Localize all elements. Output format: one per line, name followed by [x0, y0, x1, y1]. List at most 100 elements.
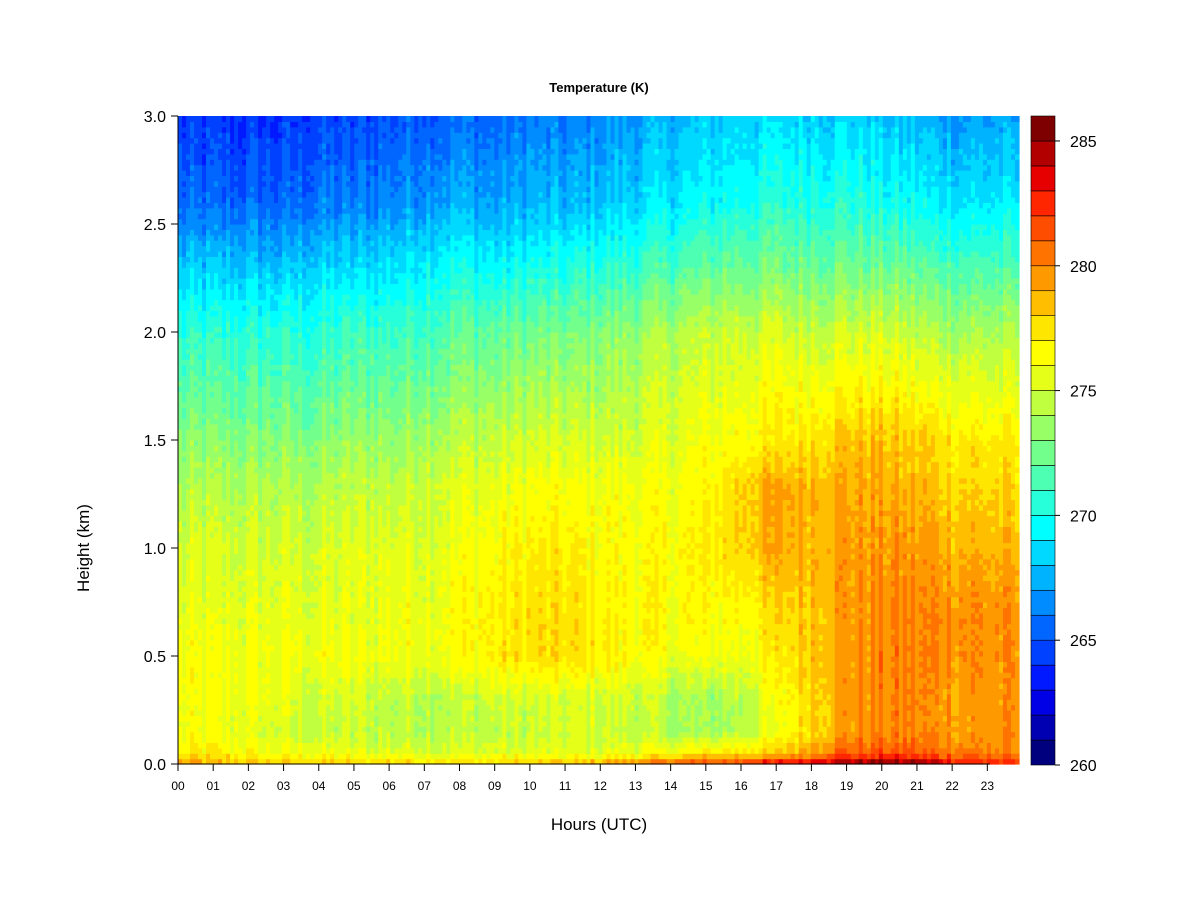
heatmap-cell — [198, 207, 203, 214]
heatmap-cell — [238, 558, 243, 565]
heatmap-cell — [266, 753, 271, 760]
heatmap-cell — [338, 240, 343, 247]
heatmap-cell — [198, 245, 203, 252]
heatmap-cell — [334, 229, 339, 236]
heatmap-cell — [230, 488, 235, 495]
heatmap-cell — [326, 321, 331, 328]
heatmap-cell — [238, 564, 243, 571]
heatmap-cell — [258, 726, 263, 733]
heatmap-cell — [310, 607, 315, 614]
heatmap-cell — [274, 704, 279, 711]
heatmap-cell — [302, 164, 307, 171]
heatmap-cell — [290, 742, 295, 749]
heatmap-cell — [258, 591, 263, 598]
heatmap-cell — [254, 553, 259, 560]
heatmap-cell — [266, 715, 271, 722]
heatmap-cell — [266, 332, 271, 338]
heatmap-cell — [190, 564, 195, 571]
heatmap-cell — [186, 326, 191, 333]
heatmap-cell — [218, 499, 223, 506]
heatmap-cell — [338, 407, 343, 414]
heatmap-cell — [222, 434, 227, 441]
heatmap-cell — [246, 342, 251, 349]
heatmap-cell — [274, 315, 279, 322]
heatmap-cell — [186, 650, 191, 657]
heatmap-cell — [334, 504, 339, 511]
heatmap-cell — [278, 218, 283, 225]
heatmap-cell — [262, 186, 267, 193]
heatmap-cell — [326, 548, 331, 554]
heatmap-cell — [278, 488, 283, 495]
heatmap-cell — [314, 499, 319, 506]
heatmap-cell — [326, 623, 331, 630]
heatmap-cell — [278, 607, 283, 614]
heatmap-cell — [318, 261, 323, 268]
heatmap-cell — [310, 229, 315, 236]
heatmap-cell — [222, 537, 227, 544]
heatmap-cell — [258, 299, 263, 306]
heatmap-cell — [262, 688, 267, 695]
heatmap-cell — [234, 747, 239, 754]
heatmap-cell — [290, 699, 295, 706]
heatmap-cell — [178, 380, 183, 387]
heatmap-cell — [246, 596, 251, 603]
heatmap-cell — [302, 693, 307, 700]
heatmap-cell — [334, 731, 339, 738]
heatmap-cell — [282, 656, 287, 662]
heatmap-cell — [194, 753, 199, 760]
heatmap-cell — [178, 234, 183, 241]
heatmap-cell — [290, 186, 295, 193]
heatmap-cell — [178, 650, 183, 657]
heatmap-cell — [222, 337, 227, 344]
heatmap-cell — [226, 402, 231, 409]
heatmap-cell — [194, 191, 199, 198]
heatmap-cell — [178, 596, 183, 603]
heatmap-cell — [250, 639, 255, 646]
heatmap-cell — [314, 731, 319, 738]
heatmap-cell — [230, 434, 235, 441]
heatmap-cell — [198, 418, 203, 425]
heatmap-cell — [274, 526, 279, 533]
heatmap-cell — [218, 396, 223, 403]
heatmap-cell — [298, 148, 303, 155]
heatmap-cell — [214, 132, 219, 139]
heatmap-cell — [294, 477, 299, 484]
heatmap-cell — [178, 720, 183, 727]
heatmap-cell — [286, 353, 291, 360]
heatmap-cell — [218, 683, 223, 689]
heatmap-cell — [310, 180, 315, 187]
heatmap-cell — [318, 456, 323, 463]
heatmap-cell — [330, 315, 335, 322]
heatmap-cell — [286, 434, 291, 441]
heatmap-cell — [250, 623, 255, 630]
heatmap-cell — [198, 180, 203, 187]
heatmap-cell — [254, 710, 259, 716]
heatmap-cell — [314, 526, 319, 533]
heatmap-cell — [238, 693, 243, 700]
heatmap-cell — [186, 585, 191, 592]
heatmap-cell — [306, 364, 311, 371]
heatmap-cell — [270, 337, 275, 344]
heatmap-cell — [282, 180, 287, 187]
heatmap-cell — [234, 612, 239, 619]
heatmap-cell — [298, 429, 303, 436]
heatmap-cell — [330, 634, 335, 641]
heatmap-cell — [250, 634, 255, 641]
heatmap-cell — [306, 461, 311, 468]
heatmap-cell — [298, 197, 303, 203]
heatmap-cell — [266, 661, 271, 668]
heatmap-cell — [202, 299, 207, 306]
heatmap-cell — [326, 423, 331, 430]
heatmap-cell — [318, 602, 323, 608]
heatmap-cell — [226, 326, 231, 333]
heatmap-cell — [318, 159, 323, 166]
heatmap-cell — [342, 413, 347, 419]
heatmap-cell — [266, 526, 271, 533]
heatmap-cell — [234, 153, 239, 160]
heatmap-cell — [194, 224, 199, 230]
heatmap-cell — [266, 294, 271, 301]
heatmap-cell — [306, 121, 311, 128]
heatmap-cell — [226, 618, 231, 625]
heatmap-cell — [302, 521, 307, 527]
heatmap-cell — [202, 391, 207, 398]
